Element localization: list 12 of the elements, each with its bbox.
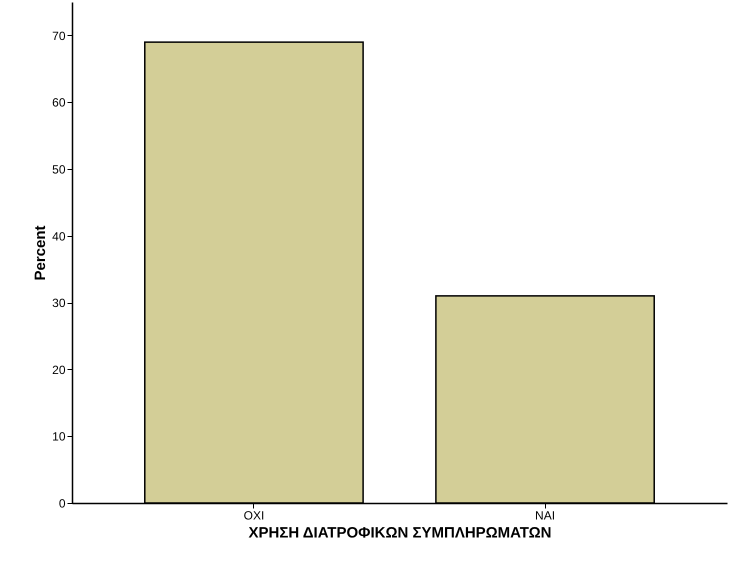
y-tick-label: 50 [52, 162, 66, 176]
y-tick-label: 10 [52, 430, 66, 444]
y-axis-title: Percent [32, 225, 50, 281]
y-tick-label: 60 [52, 96, 66, 110]
x-tick-label: ΟΧΙ [244, 508, 264, 522]
x-tick-label: ΝΑΙ [535, 508, 556, 522]
y-tick-label: 70 [52, 28, 66, 43]
y-tick-label: 20 [52, 362, 66, 377]
x-axis-title: ΧΡΗΣΗ ΔΙΑΤΡΟΦΙΚΩΝ ΣΥΜΠΛΗΡΩΜΑΤΩΝ [248, 524, 552, 542]
y-tick-label: 40 [52, 229, 66, 244]
y-tick-label: 0 [58, 496, 66, 510]
y-tick-label: 30 [52, 296, 66, 310]
